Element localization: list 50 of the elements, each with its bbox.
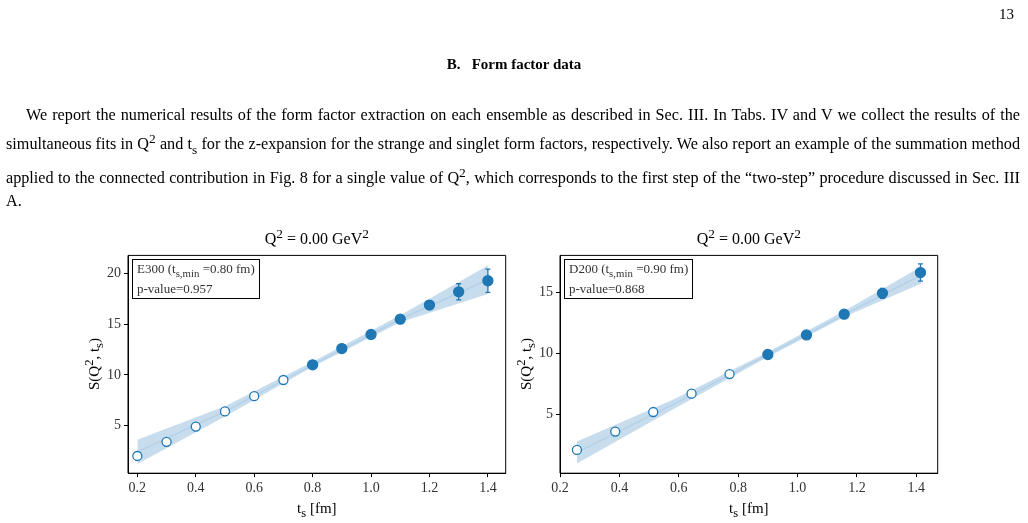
point [219,406,231,417]
annotation: p-value=0.868 [569,280,646,297]
x-tick-label: 1.4 [907,480,926,496]
x-tick-label: 0.2 [128,480,147,496]
y-tick-label: 10 [539,344,553,360]
point [161,436,172,447]
point [394,313,406,325]
x-tick-label: 0.4 [610,480,629,496]
x-tick-label: 0.8 [303,480,322,496]
y-tick-label: 15 [539,283,553,299]
point [249,391,260,402]
point [838,308,850,320]
annotation: E300 (t$_{s,min}$ =0.80 fm) [137,261,255,281]
y-tick-label: 10 [107,366,121,382]
text: B. Form factor data [445,56,583,73]
text: We report the numerical results of the form factor extraction on each ensemble as described in Sec. III. In Tabs. IV and V we collect the results of the simultaneous fits in Q$^{2}$ and t$_{s}$ for the z-expansion for the strange and singlet form factors, respectively. We also report an example of the summation method applied to the connected contribution in Fig. 8 for a single value of Q$^{2}$, which corresponds to the first step of the “two-step” procedure discussed in Sec. III A. [6,106,1020,211]
x-tick-label: 1.0 [362,480,380,496]
x-tick-label: 0.8 [729,480,747,496]
annotation: p-value=0.957 [137,280,214,297]
point [610,426,621,437]
x-tick-label: 1.2 [420,480,439,496]
point [762,348,774,361]
x-tick-label: 0.4 [187,480,205,496]
x-axis-title: t$_{s}$ [fm] [728,500,770,521]
point [800,329,813,341]
x-tick-label: 0.6 [670,480,688,496]
point [336,342,348,355]
point [686,388,697,399]
x-tick-label: 1.0 [788,480,807,496]
chart-title: Q$^{2}$ = 0.00 GeV$^{2}$ [263,226,370,249]
x-tick-label: 0.6 [245,480,263,496]
point [365,328,377,341]
chart-title: Q$^{2}$ = 0.00 GeV$^{2}$ [695,226,802,249]
y-tick-label: 20 [107,265,121,281]
y-tick-label: 5 [546,406,553,422]
x-tick-label: 1.4 [479,480,497,496]
x-tick-label: 1.2 [848,480,866,496]
point [306,359,319,371]
point [724,368,735,380]
point [190,421,201,432]
y-tick-label: 5 [114,417,121,433]
point [571,444,583,456]
point [132,450,143,462]
x-axis-title: t$_{s}$ [fm] [296,500,338,521]
y-tick-label: 15 [107,315,121,331]
x-tick-label: 0.2 [551,480,569,496]
point [278,374,289,386]
annotation: D200 (t$_{s,min}$ =0.90 fm) [569,261,689,281]
point [648,406,659,418]
text: 13 [999,6,1014,23]
